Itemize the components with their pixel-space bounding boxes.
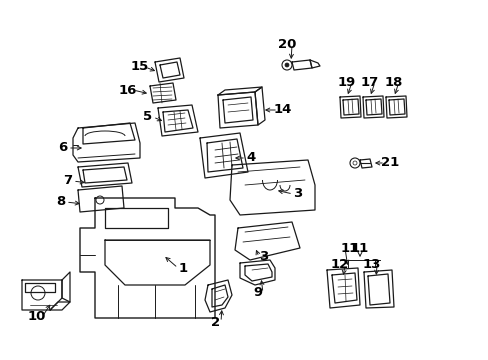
- Text: 6: 6: [58, 141, 67, 154]
- Text: 11: 11: [350, 242, 368, 255]
- Text: 14: 14: [273, 104, 292, 117]
- Text: 3: 3: [293, 188, 302, 201]
- Text: 17: 17: [360, 76, 378, 89]
- Text: 8: 8: [56, 195, 65, 208]
- Text: 13: 13: [362, 258, 381, 271]
- Text: 1: 1: [178, 261, 187, 274]
- Text: 2: 2: [211, 315, 220, 328]
- Text: 7: 7: [63, 175, 72, 188]
- Text: 12: 12: [330, 258, 348, 271]
- Text: 18: 18: [384, 76, 403, 89]
- Text: 11: 11: [340, 242, 358, 255]
- Circle shape: [285, 63, 288, 67]
- Text: 16: 16: [119, 84, 137, 96]
- Text: 3: 3: [259, 251, 268, 264]
- Text: 9: 9: [253, 287, 262, 300]
- Text: 19: 19: [337, 76, 355, 89]
- Text: 10: 10: [28, 310, 46, 324]
- Text: 5: 5: [143, 111, 152, 123]
- Text: 21: 21: [380, 157, 398, 170]
- Text: 20: 20: [277, 39, 296, 51]
- Text: 15: 15: [131, 60, 149, 73]
- Text: 4: 4: [246, 152, 255, 165]
